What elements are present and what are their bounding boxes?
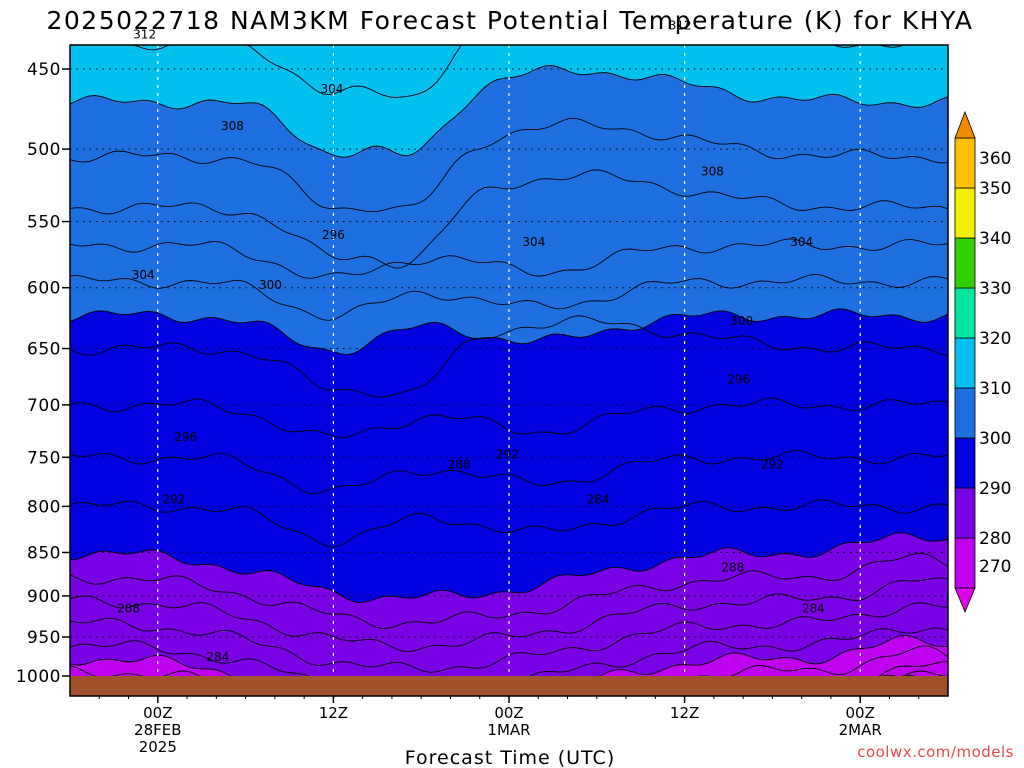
contour-label-312: 312	[133, 27, 156, 41]
contour-label-292: 292	[761, 457, 784, 471]
colorbar-tick-360: 360	[979, 149, 1011, 169]
temperature-fill-layers	[70, 45, 948, 696]
colorbar-band-270	[954, 537, 976, 589]
isentrope-286	[70, 577, 948, 653]
colorbar: 360 350 340 330 320 310 300 290 280 270	[954, 110, 1011, 614]
chart-title: 2025022718 NAM3KM Forecast Potential Tem…	[47, 6, 974, 35]
x-tick-label: 28FEB	[134, 721, 181, 739]
y-tick-450: 450	[27, 60, 61, 80]
ground-surface	[70, 676, 948, 696]
colorbar-tick-350: 350	[979, 179, 1011, 199]
colorbar-band-290	[954, 437, 976, 489]
plot-area	[70, 45, 948, 696]
pressure-axis: 2503003504004505005506006507007508008509…	[16, 60, 70, 687]
contour-label-304: 304	[522, 235, 545, 249]
credit-link[interactable]: coolwx.com/models	[857, 743, 1014, 761]
y-tick-550: 550	[27, 213, 61, 233]
isentrope-292	[70, 499, 948, 548]
y-tick-1000: 1000	[16, 667, 61, 687]
isentrope-300	[70, 308, 948, 356]
y-tick-750: 750	[27, 448, 61, 468]
x-axis-title: Forecast Time (UTC)	[405, 747, 615, 768]
isentrope-298	[70, 315, 948, 398]
contour-label-292: 292	[496, 447, 519, 461]
colorbar-band-340	[954, 187, 976, 239]
x-tick-label: 2MAR	[839, 721, 882, 739]
colorbar-band-280	[954, 487, 976, 539]
colorbar-tick-280: 280	[979, 529, 1011, 549]
y-tick-850: 850	[27, 543, 61, 563]
colorbar-band-310	[954, 337, 976, 389]
colorbar-tick-270: 270	[979, 557, 1011, 577]
colorbar-tick-290: 290	[979, 479, 1011, 499]
contour-label-284: 284	[802, 601, 825, 615]
x-tick-label: 12Z	[670, 704, 699, 722]
x-tick-label: 2025	[139, 738, 177, 756]
contour-label-304: 304	[320, 82, 343, 96]
contour-label-296: 296	[322, 228, 345, 242]
contour-label-292: 292	[162, 493, 185, 507]
contour-label-308: 308	[221, 119, 244, 133]
contour-label-312: 312	[669, 19, 692, 33]
x-tick-label: 00Z	[143, 704, 172, 722]
x-tick-label: 12Z	[319, 704, 348, 722]
y-tick-650: 650	[27, 340, 61, 360]
contour-label-284: 284	[206, 650, 229, 664]
colorbar-tick-300: 300	[979, 429, 1011, 449]
contour-label-304: 304	[790, 235, 813, 249]
x-tick-label: 00Z	[846, 704, 875, 722]
contour-label-308: 308	[701, 165, 724, 179]
contour-label-300: 300	[730, 314, 753, 328]
y-tick-600: 600	[27, 279, 61, 299]
x-tick-label: 1MAR	[487, 721, 530, 739]
y-tick-900: 900	[27, 587, 61, 607]
contour-label-300: 300	[259, 278, 282, 292]
colorbar-arrow-bottom	[954, 587, 976, 614]
x-tick-label: 00Z	[494, 704, 523, 722]
y-tick-950: 950	[27, 628, 61, 648]
colorbar-band-330	[954, 237, 976, 289]
y-tick-700: 700	[27, 396, 61, 416]
contour-label-296: 296	[174, 430, 197, 444]
isentrope-294	[70, 449, 948, 495]
contour-label-288: 288	[117, 601, 140, 615]
colorbar-band-320	[954, 287, 976, 339]
colorbar-tick-320: 320	[979, 329, 1011, 349]
isentrope-280	[70, 634, 948, 696]
colorbar-tick-330: 330	[979, 279, 1011, 299]
contour-label-284: 284	[587, 493, 610, 507]
contour-label-288: 288	[448, 457, 471, 471]
colorbar-band-300	[954, 387, 976, 439]
colorbar-tick-310: 310	[979, 379, 1011, 399]
colorbar-arrow-top	[954, 110, 976, 139]
contour-label-304: 304	[132, 268, 155, 282]
colorbar-band-350	[954, 137, 976, 189]
colorbar-tick-340: 340	[979, 229, 1011, 249]
contour-label-288: 288	[721, 561, 744, 575]
y-tick-800: 800	[27, 497, 61, 517]
contour-labels: 3563363403323403363443243243163123283163…	[117, 19, 825, 664]
contour-label-296: 296	[727, 372, 750, 386]
y-tick-500: 500	[27, 140, 61, 160]
